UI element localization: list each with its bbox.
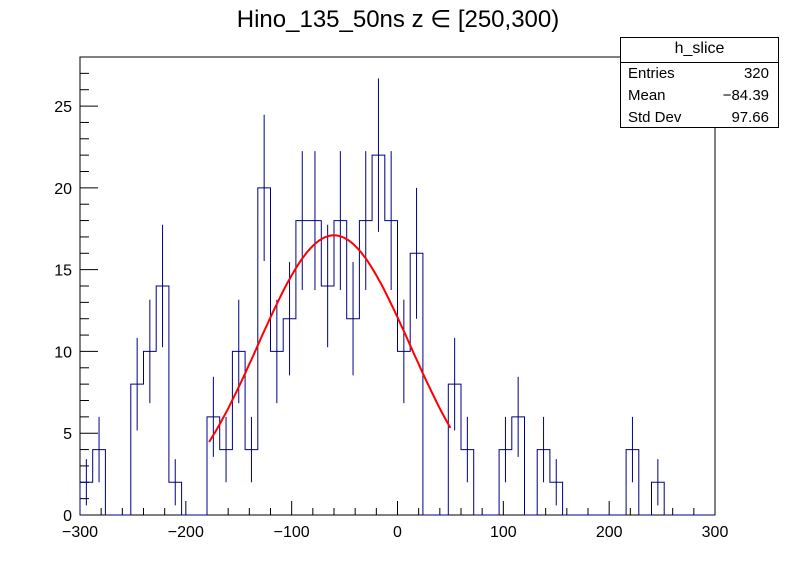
fit-curve <box>208 234 452 443</box>
stats-row-mean: Mean −84.39 <box>621 85 778 107</box>
stats-value: −84.39 <box>722 87 769 104</box>
histogram-steps <box>79 154 715 516</box>
y-tick-label: 25 <box>54 99 72 116</box>
stats-label: Std Dev <box>628 109 682 126</box>
axis-tick-labels: −300 −200 −100 0 100 200 300 0 5 10 15 20 25 <box>54 99 728 541</box>
stats-box: h_slice Entries 320 Mean −84.39 Std Dev … <box>620 37 779 128</box>
x-tick-label: 300 <box>702 524 729 541</box>
y-tick-label: 10 <box>54 344 72 361</box>
stats-label: Mean <box>628 87 666 104</box>
y-tick-label: 20 <box>54 181 72 198</box>
x-tick-label: 0 <box>393 524 402 541</box>
stats-value: 97.66 <box>731 109 769 126</box>
stats-label: Entries <box>628 65 675 82</box>
x-tick-label: 200 <box>596 524 623 541</box>
y-tick-label: 15 <box>54 263 72 280</box>
stats-row-stddev: Std Dev 97.66 <box>621 107 778 129</box>
y-tick-label: 0 <box>63 508 72 525</box>
stats-box-title: h_slice <box>621 38 778 63</box>
chart-title: Hino_135_50ns z ∈ [250,300) <box>236 6 560 33</box>
stats-value: 320 <box>743 65 769 82</box>
stats-row-entries: Entries 320 <box>621 63 778 85</box>
x-tick-label: −300 <box>62 524 98 541</box>
x-tick-label: −200 <box>168 524 204 541</box>
x-tick-label: 100 <box>490 524 517 541</box>
x-tick-label: −100 <box>274 524 310 541</box>
y-tick-label: 5 <box>63 426 72 443</box>
error-bars <box>85 78 659 506</box>
